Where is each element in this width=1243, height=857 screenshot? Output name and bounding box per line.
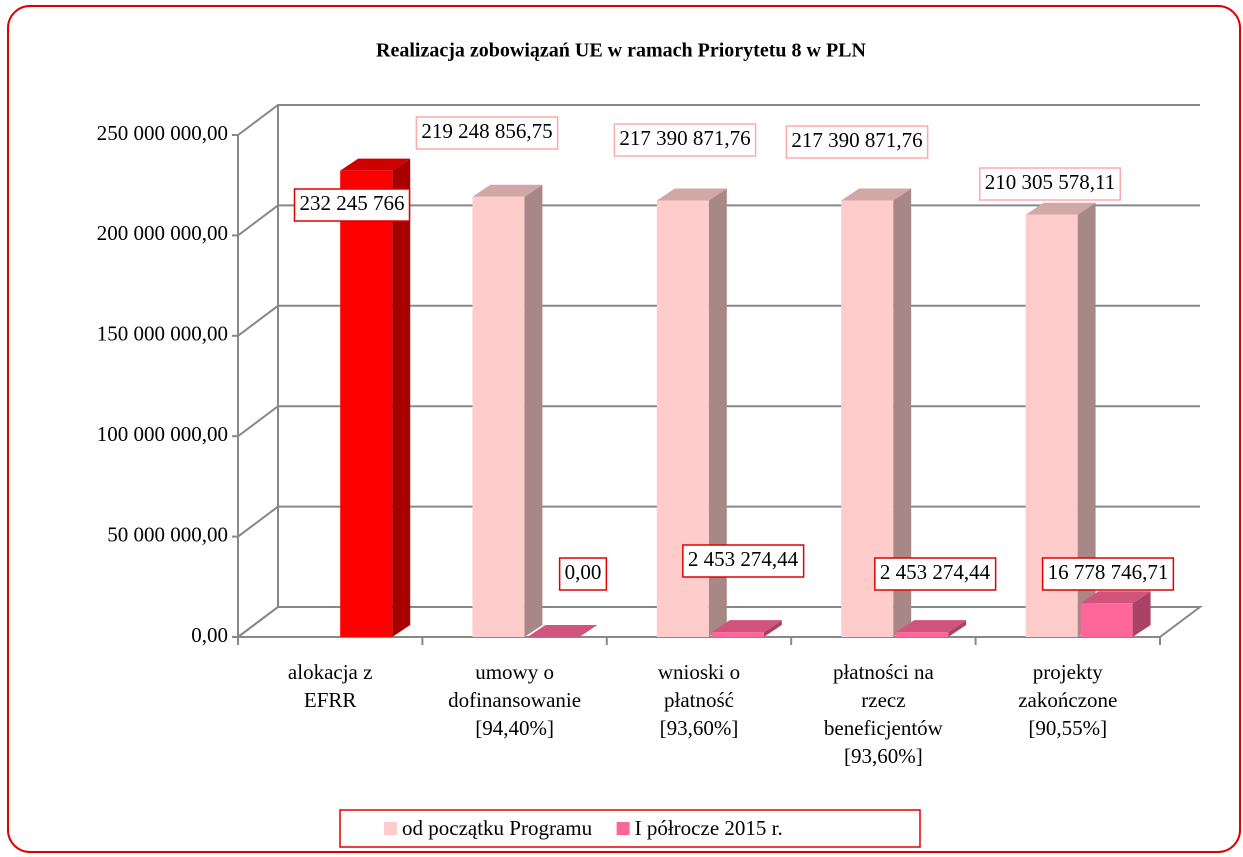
legend-swatch bbox=[384, 822, 397, 835]
bar bbox=[1080, 603, 1133, 637]
bar-side bbox=[392, 158, 411, 637]
data-label-box bbox=[874, 557, 997, 591]
bar bbox=[340, 170, 393, 637]
data-label-text: 219 248 856,75 bbox=[421, 119, 552, 143]
data-label: 210 305 578,11 bbox=[979, 167, 1121, 201]
legend-box bbox=[339, 809, 921, 848]
data-label-text: 16 778 746,71 bbox=[1048, 560, 1169, 584]
bar-top bbox=[841, 188, 912, 201]
bar bbox=[711, 632, 764, 637]
bar-side bbox=[1077, 202, 1096, 637]
grid-line bbox=[237, 104, 1200, 136]
data-label-box bbox=[613, 123, 757, 157]
data-label-box bbox=[558, 557, 608, 591]
legend-label: I półrocze 2015 r. bbox=[635, 816, 783, 840]
data-label-text: 210 305 578,11 bbox=[985, 170, 1115, 194]
data-label: 2 453 274,44 bbox=[682, 544, 805, 578]
bar-top bbox=[711, 620, 782, 633]
x-tick-label: płatności na rzecz beneficjentów [93,60%… bbox=[823, 660, 943, 768]
bar-side bbox=[763, 620, 782, 637]
data-label-text: 2 453 274,44 bbox=[688, 547, 799, 571]
y-tick-label: 200 000 000,00 bbox=[97, 221, 228, 245]
bar bbox=[472, 196, 525, 637]
bar-top bbox=[1080, 591, 1151, 604]
y-tick-label: 250 000 000,00 bbox=[97, 121, 228, 145]
x-tick-label: alokacja z EFRR bbox=[287, 660, 373, 712]
legend-label: od początku Programu bbox=[402, 816, 593, 840]
data-label-text: 217 390 871,76 bbox=[791, 128, 922, 152]
data-label-text: 0,00 bbox=[565, 560, 602, 584]
x-tick-label: wnioski o płatność [93,60%] bbox=[657, 660, 741, 740]
data-label-text: 217 390 871,76 bbox=[619, 126, 750, 150]
data-label-text: 2 453 274,44 bbox=[880, 560, 991, 584]
legend-swatch bbox=[616, 822, 630, 835]
data-label-box bbox=[293, 188, 411, 222]
data-label: 217 390 871,76 bbox=[785, 125, 929, 159]
data-label: 16 778 746,71 bbox=[1041, 557, 1175, 591]
data-label-box bbox=[415, 116, 559, 150]
data-label-box bbox=[1041, 557, 1175, 591]
data-label-box bbox=[785, 125, 929, 159]
data-label-box bbox=[682, 544, 805, 578]
y-tick-label: 100 000 000,00 bbox=[97, 422, 228, 446]
bar-top bbox=[1025, 202, 1096, 215]
bar-top bbox=[340, 158, 411, 171]
y-tick-label: 50 000 000,00 bbox=[107, 522, 228, 546]
bar-top bbox=[896, 620, 967, 633]
data-label: 219 248 856,75 bbox=[415, 116, 559, 150]
bar-side bbox=[1132, 591, 1151, 637]
data-label-text: 232 245 766 bbox=[300, 191, 405, 215]
x-tick-label: umowy o dofinansowanie [94,40%] bbox=[448, 660, 582, 740]
bar-side bbox=[948, 620, 967, 637]
bar-side bbox=[708, 188, 727, 637]
bar-side bbox=[893, 188, 912, 637]
bar-top bbox=[527, 625, 598, 637]
data-label-box bbox=[979, 167, 1121, 201]
data-label: 232 245 766 bbox=[293, 188, 411, 222]
y-tick-label: 150 000 000,00 bbox=[97, 322, 228, 346]
bar bbox=[896, 632, 949, 637]
data-label: 217 390 871,76 bbox=[613, 123, 757, 157]
bar-top bbox=[656, 188, 727, 201]
x-tick-label: projekty zakończone [90,55%] bbox=[1018, 660, 1118, 740]
bar-top bbox=[472, 184, 543, 197]
data-label: 2 453 274,44 bbox=[874, 557, 997, 591]
legend: od początku Programu I półrocze 2015 r. bbox=[339, 809, 921, 848]
bar-side bbox=[524, 184, 543, 637]
y-tick-label: 0,00 bbox=[191, 623, 228, 647]
chart-title: Realizacja zobowiązań UE w ramach Priory… bbox=[376, 40, 866, 62]
data-label: 0,00 bbox=[558, 557, 608, 591]
